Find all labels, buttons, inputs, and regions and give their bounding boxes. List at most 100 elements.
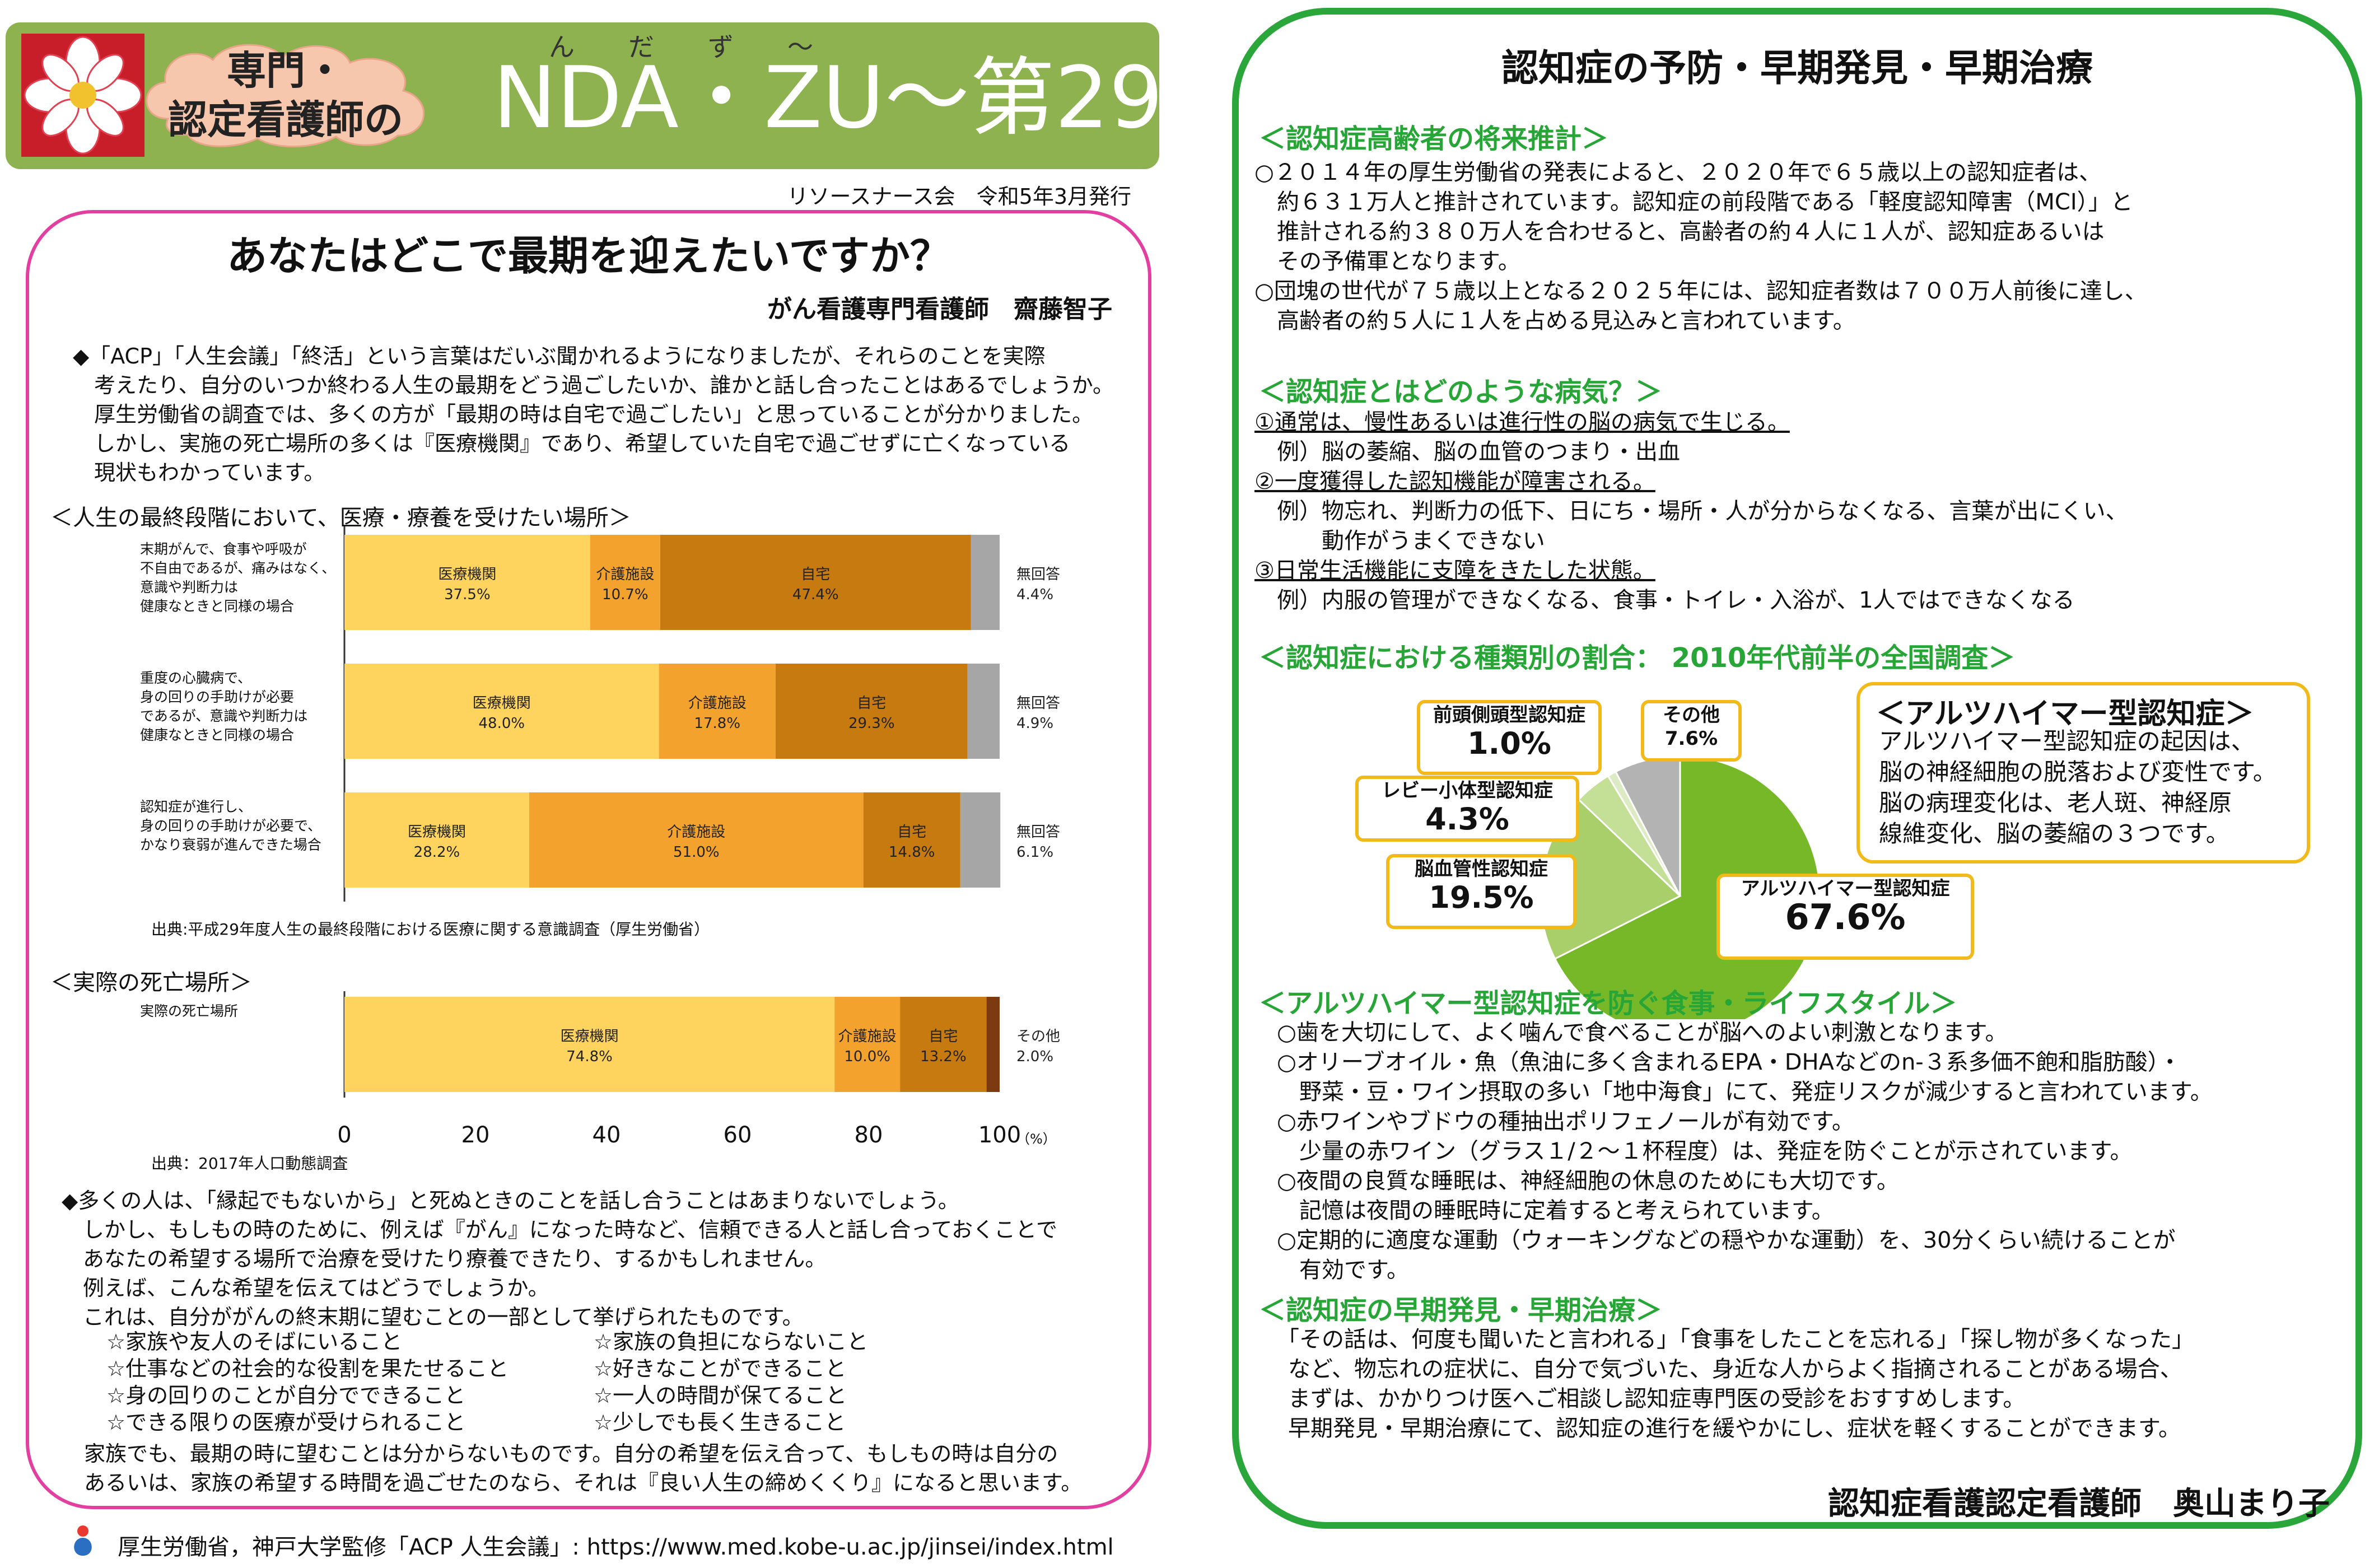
chart-segment-value: 14.8% <box>889 844 935 861</box>
wish-item: ☆家族や友人のそばにいること <box>106 1329 403 1354</box>
wish-item: ☆できる限りの医療が受けられること <box>106 1410 466 1435</box>
left-footer-reference: 厚生労働省，神戸大学監修「ACP 人生会議」: https://www.med.… <box>118 1534 1114 1560</box>
chart-segment-value: 48.0% <box>478 715 525 732</box>
pie-label-frontotemporal: 前頭側頭型認知症 1.0% <box>1417 700 1602 775</box>
chart2-x-tick: 60 <box>724 1122 752 1148</box>
chart-segment-value: 6.1% <box>1016 844 1053 861</box>
chart-segment-value: 29.3% <box>848 715 895 732</box>
chart-bar-segment <box>986 997 1000 1092</box>
chart1-caption: ＜人生の最終段階において、医療・療養を受けたい場所＞ <box>50 505 631 531</box>
chart-segment-value: 28.2% <box>414 844 460 861</box>
chart2-x-tick: 80 <box>855 1122 883 1148</box>
chart-segment-value: 13.2% <box>920 1048 967 1065</box>
chart-bar-segment <box>834 997 901 1092</box>
alzheimer-info-text: アルツハイマー型認知症の起因は、 脳の神経細胞の脱落および変性です。 脳の病理変… <box>1879 727 2277 847</box>
chart-category-line: であるが、意識や判断力は <box>140 708 307 724</box>
chart-category-line: 実際の死亡場所 <box>140 1003 238 1019</box>
alzheimer-info-heading: ＜アルツハイマー型認知症＞ <box>1876 697 2254 731</box>
pie-label-percent: 7.6% <box>1664 727 1718 750</box>
chart2-x-tick: 20 <box>461 1122 490 1148</box>
chart-segment-name: 介護施設 <box>838 1028 897 1045</box>
pie-label-percent: 4.3% <box>1425 801 1509 837</box>
left-intro-text: ◆「ACP」「人生会議」「終活」という言葉はだいぶ聞かれるようになりましたが、そ… <box>73 344 1114 485</box>
chart-bar-segment <box>344 535 590 630</box>
chart-category-label: 末期がんで、食事や呼吸が不自由であるが、痛みはなく、意識や判断力は健康なときと同… <box>140 541 335 614</box>
mhlw-logo-icon <box>74 1525 92 1556</box>
chart-segment-value: 10.7% <box>602 586 649 603</box>
chart-bar-segment <box>344 664 659 759</box>
wishes-right-list: ☆家族の負担にならないこと ☆好きなことができること ☆一人の時間が保てること … <box>594 1328 868 1436</box>
definition-point-1: ①通常は、慢性あるいは進行性の脳の病気で生じる。 <box>1254 409 1790 435</box>
pie-label-name: 脳血管性認知症 <box>1415 858 1548 880</box>
chart-segment-name: 医療機関 <box>408 824 466 841</box>
definition-point-2: ②一度獲得した認知機能が障害される。 <box>1254 469 1655 494</box>
chart-bar-segment <box>344 997 835 1092</box>
chart-bar-segment <box>590 535 660 630</box>
pie-label-percent: 19.5% <box>1429 880 1534 915</box>
forecast-text: ○２０１４年の厚生労働省の発表によると、２０２０年で６５歳以上の認知症者は、 約… <box>1254 160 2147 334</box>
chart2-source: 出典：2017年人口動態調査 <box>151 1154 348 1173</box>
pie-label-alzheimer: アルツハイマー型認知症 67.6% <box>1716 874 1974 960</box>
cloud-text-line2: 認定看護師の <box>168 97 403 143</box>
chart-bar-segment <box>660 535 971 630</box>
chart-segment-name: 医療機関 <box>561 1028 619 1045</box>
lifestyle-text: ○歯を大切にして、よく噛んで食べることが脳へのよい刺激となります。 ○オリーブオ… <box>1276 1020 2213 1283</box>
chart-segment-value: 10.0% <box>844 1048 890 1065</box>
right-article-title: 認知症の予防・早期発見・早期治療 <box>1501 46 2093 90</box>
chart2-x-tick: 100 <box>978 1122 1021 1148</box>
left-article-card <box>26 210 1151 1509</box>
chart-segment-name: 自宅 <box>857 695 886 712</box>
chart-segment-name: その他 <box>1016 1028 1060 1045</box>
chart-segment-value: 2.0% <box>1016 1048 1053 1065</box>
chart-segment-value: 17.8% <box>694 715 740 732</box>
section-heading-forecast: ＜認知症高齢者の将来推計＞ <box>1259 123 1609 155</box>
pie-label-percent: 1.0% <box>1467 726 1551 761</box>
section-heading-lifestyle: ＜アルツハイマー型認知症を防ぐ食事・ライフスタイル＞ <box>1259 988 1957 1019</box>
cloud-text: 専門・ 認定看護師の <box>140 46 431 144</box>
chart-category-label: 実際の死亡場所 <box>140 1003 238 1019</box>
left-closing-text: ◆多くの人は、「縁起でもないから」と死ぬときのことを話し合うことはあまりないでし… <box>62 1188 1058 1329</box>
chart-category-line: 末期がんで、食事や呼吸が <box>140 541 307 557</box>
chart-bar-segment <box>659 664 776 759</box>
definition-example-2: 例）物忘れ、判断力の低下、日にち・場所・人が分からなくなる、言葉が出にくい、 動… <box>1276 498 2128 554</box>
right-article-card <box>1232 8 2362 1529</box>
left-closing2-text: 家族でも、最期の時に望むことは分からないものです。自分の希望を伝え合って、もしも… <box>84 1441 1083 1495</box>
chart-segment-name: 介護施設 <box>667 824 725 841</box>
definition-point-3: ③日常生活機能に支障をきたした状態。 <box>1254 558 1655 584</box>
chart-bar-segment <box>971 535 1000 630</box>
chart-bar-segment <box>863 792 960 888</box>
wishes-left-list: ☆家族や友人のそばにいること ☆仕事などの社会的な役割を果たせること ☆身の回り… <box>106 1328 509 1436</box>
chart-bar-segment <box>775 664 968 759</box>
flower-logo-icon <box>21 34 144 157</box>
chart-category-line: かなり衰弱が進んできた場合 <box>140 837 321 853</box>
chart-bar-segment <box>967 664 1000 759</box>
chart-segment-name: 自宅 <box>897 824 926 841</box>
wish-item: ☆少しでも長く生きること <box>594 1410 846 1435</box>
chart-bar-segment <box>529 792 864 888</box>
title-ruby: んだず〜 <box>549 32 867 62</box>
chart2-x-tick: 40 <box>593 1122 621 1148</box>
disease-definition: ①通常は、慢性あるいは進行性の脳の病気で生じる。 例）脳の萎縮、脳の血管のつまり… <box>1254 408 2128 615</box>
chart-segment-name: 介護施設 <box>688 695 747 712</box>
pie-label-name: レビー小体型認知症 <box>1382 780 1553 802</box>
wish-item: ☆身の回りのことが自分でできること <box>106 1383 466 1408</box>
chart-segment-name: 無回答 <box>1016 566 1060 583</box>
chart-category-line: 重度の心臓病で、 <box>140 670 251 686</box>
chart-category-line: 身の回りの手助けが必要で、 <box>140 818 321 834</box>
chart2-x-tick: 0 <box>337 1122 351 1148</box>
pie-label-name: その他 <box>1663 704 1720 726</box>
chart2-caption: ＜実際の死亡場所＞ <box>50 970 252 996</box>
chart-segment-value: 37.5% <box>444 586 491 603</box>
wish-item: ☆好きなことができること <box>594 1356 847 1381</box>
chart-bar-segment <box>960 792 1001 888</box>
chart1-source: 出典:平成29年度人生の最終段階における医療に関する意識調査（厚生労働省） <box>151 920 710 939</box>
pie-label-vascular: 脳血管性認知症 19.5% <box>1386 854 1576 929</box>
pie-label-lewy: レビー小体型認知症 4.3% <box>1355 776 1579 842</box>
wish-item: ☆仕事などの社会的な役割を果たせること <box>106 1356 509 1381</box>
chart1-bars: 末期がんで、食事や呼吸が不自由であるが、痛みはなく、意識や判断力は健康なときと同… <box>140 526 1060 902</box>
definition-example-1: 例）脳の萎縮、脳の血管のつまり・出血 <box>1254 439 1680 465</box>
wish-item: ☆家族の負担にならないこと <box>594 1329 869 1354</box>
pie-label-percent: 67.6% <box>1785 897 1906 937</box>
chart-bar-segment <box>344 792 529 888</box>
pie-label-name: アルツハイマー型認知症 <box>1741 878 1950 900</box>
